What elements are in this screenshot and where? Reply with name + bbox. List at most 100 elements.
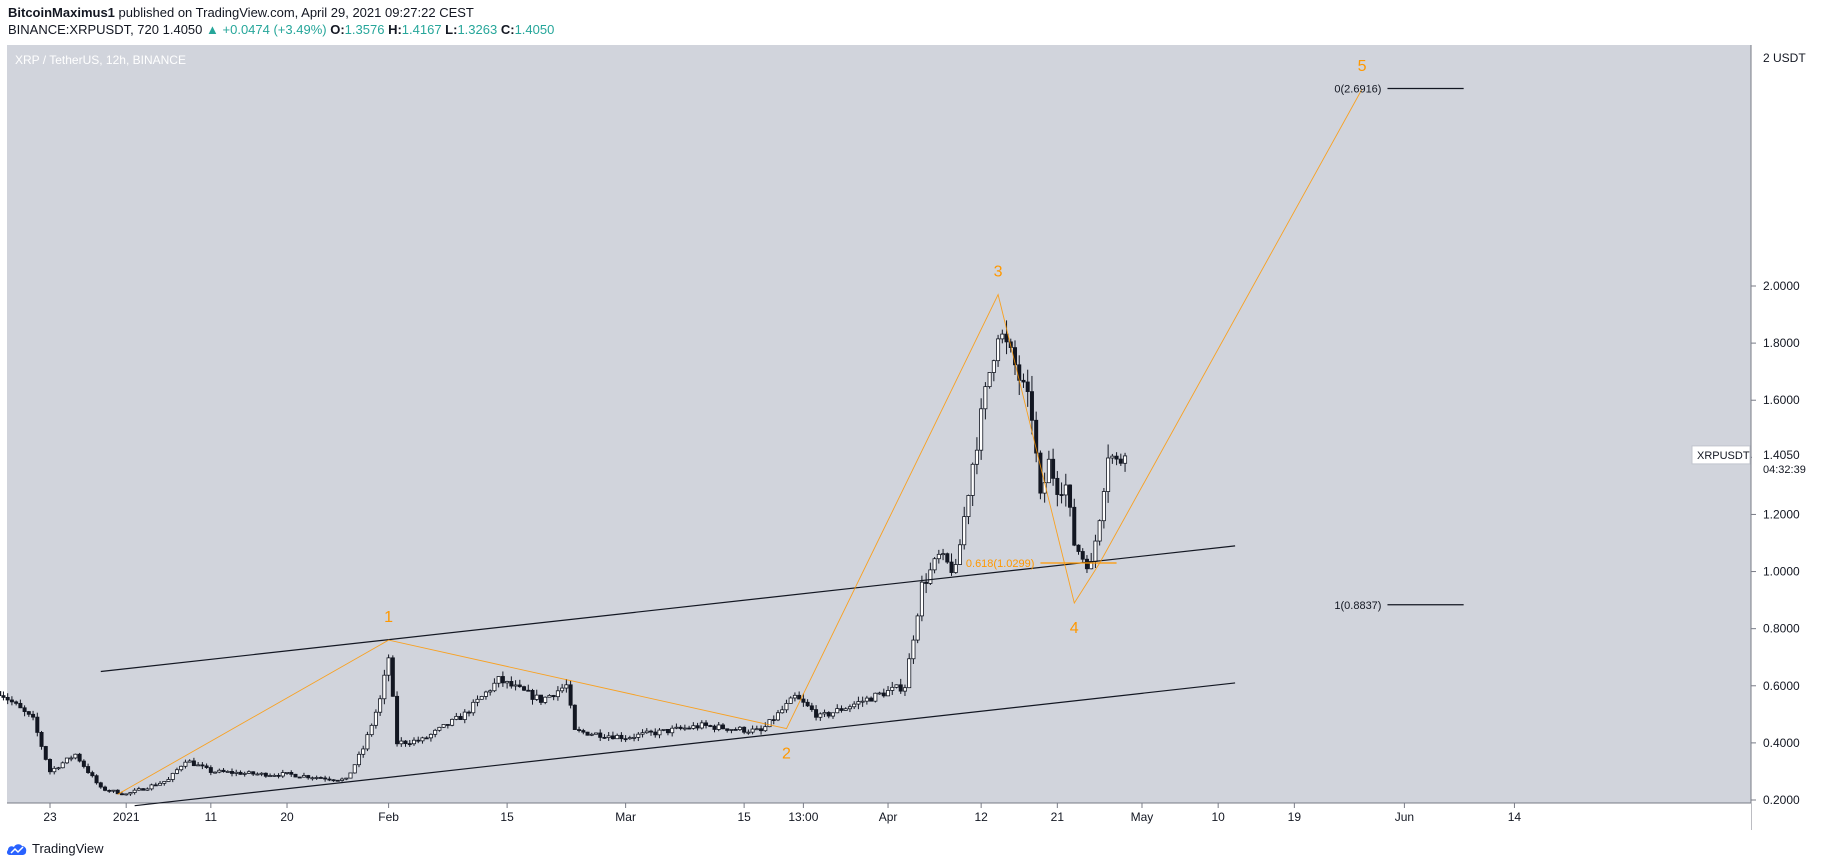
candle-up: [246, 771, 251, 774]
fib-level-label: 1(0.8837): [1334, 600, 1381, 612]
candle-down: [581, 730, 586, 733]
candle-up: [661, 729, 666, 731]
candle-up: [52, 767, 57, 773]
candle-up: [111, 789, 116, 792]
time-tick-label: 11: [205, 810, 218, 824]
candles-layer: [0, 320, 1128, 796]
candle-down: [407, 743, 412, 746]
candle-up: [179, 765, 184, 771]
candle-down: [577, 729, 582, 731]
candle-down: [390, 657, 395, 697]
candle-down: [733, 729, 738, 731]
current-price-label: XRPUSDT 1.4050 04:32:39: [1691, 445, 1818, 478]
candle-up: [983, 386, 988, 410]
candle-down: [1021, 379, 1026, 383]
candle-down: [725, 728, 730, 731]
candle-up: [843, 708, 848, 711]
candle-up: [627, 737, 632, 740]
tradingview-logo-icon[interactable]: [6, 842, 28, 856]
candle-up: [69, 757, 74, 760]
plot-area[interactable]: [7, 45, 1751, 803]
candle-up: [932, 558, 937, 571]
candle-down: [585, 731, 590, 736]
candle-down: [263, 772, 268, 777]
fib-level-label: 0(2.6916): [1334, 84, 1381, 96]
time-tick-label: 19: [1288, 810, 1302, 824]
candle-up: [877, 692, 882, 695]
candle-up: [560, 687, 565, 692]
candle-up: [386, 657, 391, 676]
price-axis[interactable]: [1751, 45, 1828, 803]
candle-up: [213, 771, 218, 774]
candle-down: [1025, 381, 1030, 393]
candle-down: [119, 793, 124, 796]
price-label-countdown: 04:32:39: [1763, 464, 1806, 476]
candle-down: [1055, 477, 1060, 495]
candle-down: [538, 694, 543, 703]
candle-down: [14, 701, 19, 704]
candle-up: [907, 658, 912, 689]
candle-up: [606, 735, 611, 738]
time-tick-label: 2021: [113, 810, 140, 824]
candle-up: [593, 732, 598, 735]
candle-down: [598, 732, 603, 738]
candle-down: [153, 784, 158, 787]
candle-up: [784, 703, 789, 711]
wave-label: 1: [384, 609, 393, 626]
candle-up: [860, 700, 865, 703]
candle-down: [1072, 506, 1077, 546]
candle-down: [602, 736, 607, 739]
candle-up: [589, 733, 594, 736]
candle-down: [327, 778, 332, 781]
candle-up: [378, 698, 383, 713]
time-tick-label: 21: [1051, 810, 1065, 824]
candle-up: [831, 712, 836, 717]
candle-down: [297, 776, 302, 779]
publish-date: published on TradingView.com, April 29, …: [118, 5, 474, 20]
candle-up: [543, 696, 548, 703]
candle-down: [416, 739, 421, 742]
candle-down: [323, 777, 328, 780]
wave-label: 5: [1358, 58, 1367, 75]
candle-up: [1093, 540, 1098, 562]
candle-up: [957, 544, 962, 565]
candle-down: [445, 724, 450, 726]
candle-up: [928, 569, 933, 584]
price-tick-label: 0.4000: [1763, 736, 1800, 750]
candle-up: [1106, 457, 1111, 492]
candle-up: [886, 690, 891, 697]
candle-down: [551, 695, 556, 698]
candle-down: [805, 701, 810, 707]
wave-label: 4: [1070, 620, 1079, 637]
candle-up: [314, 777, 319, 779]
candle-down: [1004, 333, 1009, 343]
candle-up: [996, 338, 1001, 362]
candle-up: [352, 764, 357, 774]
candle-down: [39, 732, 44, 747]
candle-down: [695, 725, 700, 729]
time-axis[interactable]: [7, 803, 1751, 830]
candle-up: [750, 728, 755, 733]
publish-info: BitcoinMaximus1 published on TradingView…: [8, 5, 474, 20]
candle-down: [687, 727, 692, 730]
candle-down: [1114, 455, 1119, 460]
candle-down: [98, 782, 103, 788]
candle-down: [103, 786, 108, 791]
price-label-box: [1752, 445, 1818, 478]
tradingview-brand[interactable]: TradingView: [32, 841, 104, 856]
candle-up: [852, 703, 857, 708]
candle-down: [424, 737, 429, 740]
candle-up: [941, 553, 946, 556]
candle-up: [632, 737, 637, 739]
candle-up: [970, 463, 975, 496]
candle-down: [403, 740, 408, 745]
candle-up: [411, 739, 416, 745]
candle-down: [1051, 458, 1056, 479]
author-name[interactable]: BitcoinMaximus1: [8, 5, 115, 20]
candle-down: [1034, 419, 1039, 454]
candle-down: [251, 771, 256, 775]
candle-up: [64, 757, 69, 764]
candle-down: [77, 753, 82, 762]
candle-up: [615, 734, 620, 740]
